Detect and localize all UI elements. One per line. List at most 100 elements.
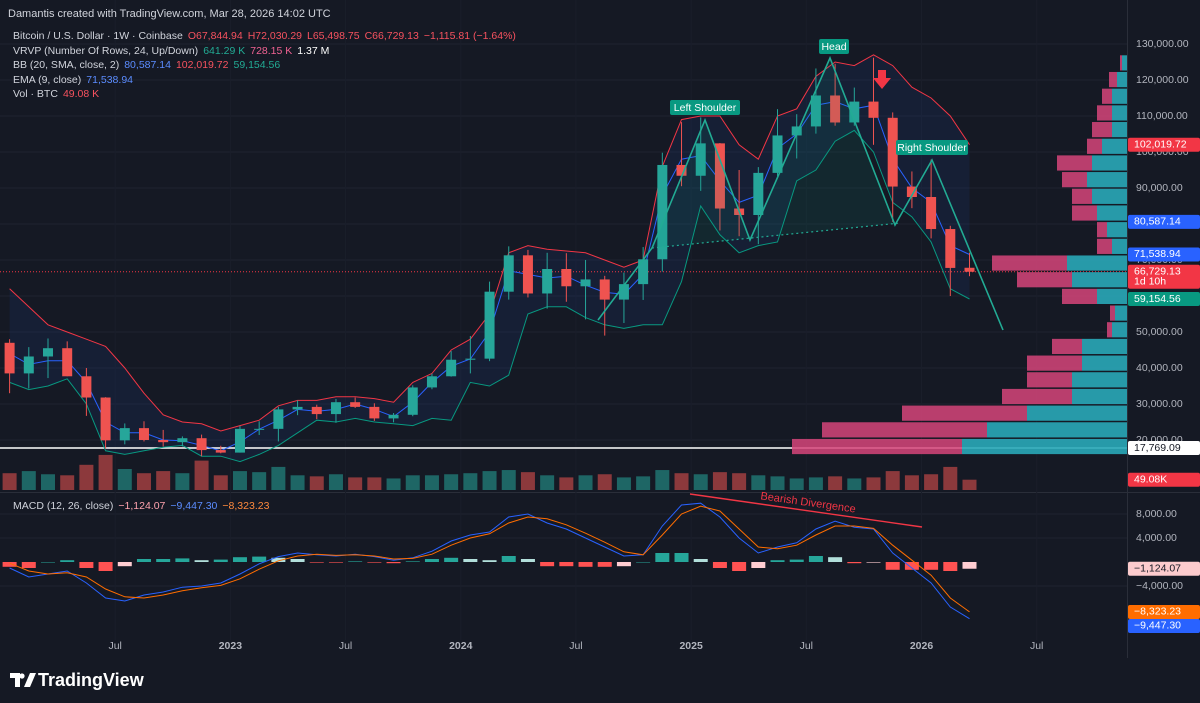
vrvp-up bbox=[1097, 205, 1127, 221]
candle-body bbox=[791, 126, 802, 136]
indicator: Vol · BTC bbox=[13, 88, 58, 101]
annotation: Right Shoulder bbox=[897, 142, 967, 154]
change: −1,115.81 (−1.64%) bbox=[423, 30, 516, 42]
candle-body bbox=[695, 143, 706, 176]
volume-bar bbox=[655, 470, 670, 490]
pattern-fill bbox=[652, 58, 900, 248]
candle-body bbox=[215, 450, 226, 453]
histogram-bar bbox=[444, 557, 459, 562]
logo bbox=[10, 673, 36, 687]
volume-bar bbox=[885, 471, 900, 490]
vrvp-up bbox=[1072, 372, 1127, 388]
volume-bar bbox=[616, 477, 631, 490]
candle-body bbox=[849, 101, 860, 123]
histogram-bar bbox=[232, 557, 247, 562]
label-box bbox=[670, 100, 740, 115]
vrvp-down bbox=[902, 405, 1027, 421]
x-tick-label: 2023 bbox=[219, 640, 243, 652]
volume-bar bbox=[597, 474, 612, 490]
histogram-bar bbox=[674, 552, 689, 562]
volume-bar bbox=[828, 476, 843, 490]
vrvp-down bbox=[1120, 55, 1122, 71]
candle-body bbox=[964, 267, 975, 272]
candle-body bbox=[254, 428, 265, 430]
candle-body bbox=[830, 95, 841, 123]
vrvp-up bbox=[1112, 238, 1127, 254]
volume-bar bbox=[501, 470, 516, 490]
x-tick-label: 2025 bbox=[679, 640, 703, 652]
indicator: BB (20, SMA, close, 2) bbox=[13, 59, 120, 72]
x-tick-label: Jul bbox=[569, 640, 582, 652]
histogram-bar bbox=[616, 561, 631, 567]
brand: TradingView bbox=[38, 670, 144, 690]
y-tick-label: 40,000.00 bbox=[1136, 362, 1183, 374]
histogram-bar bbox=[156, 558, 171, 562]
pattern-drawing: Left Shoulder Head Right Shoulder Bearis… bbox=[597, 39, 1004, 528]
pattern-line bbox=[597, 55, 1004, 331]
price-tag-label: 66,729.13 bbox=[1134, 266, 1181, 278]
y-tick-label: 110,000.00 bbox=[1136, 110, 1188, 122]
price-tag bbox=[1128, 472, 1200, 487]
histogram-bar bbox=[904, 561, 919, 570]
candle-body bbox=[561, 268, 572, 287]
volume-bar bbox=[751, 475, 766, 490]
volume-bar bbox=[424, 475, 439, 490]
volume-bar bbox=[559, 477, 574, 490]
vrvp-down bbox=[1107, 322, 1112, 338]
vrvp-up bbox=[1082, 355, 1127, 371]
price-tag bbox=[1128, 618, 1200, 633]
histogram-bar bbox=[21, 561, 36, 568]
volume-bar bbox=[213, 475, 228, 490]
volume-bar bbox=[348, 477, 363, 490]
candle-body bbox=[926, 197, 937, 230]
volume-bar bbox=[136, 473, 151, 490]
price-tag-label: 17,769.09 bbox=[1134, 442, 1181, 454]
volume-bar bbox=[789, 478, 804, 490]
histogram-bar bbox=[290, 558, 305, 562]
candle-body bbox=[177, 438, 188, 443]
value: 102,019.72 bbox=[175, 59, 229, 72]
y-tick-label: 8,000.00 bbox=[1136, 508, 1177, 520]
vrvp-down bbox=[1052, 338, 1082, 355]
histogram-bar bbox=[60, 560, 75, 562]
volume-bar bbox=[232, 471, 247, 490]
histogram-bar bbox=[770, 560, 785, 562]
vrvp-down bbox=[1109, 71, 1117, 88]
volume-bar bbox=[924, 474, 939, 490]
histogram-bar bbox=[789, 559, 804, 562]
candle-body bbox=[330, 402, 341, 415]
indicator: MACD (12, 26, close) bbox=[13, 500, 114, 512]
price-tag-label: 71,538.94 bbox=[1134, 248, 1181, 260]
histogram-bar bbox=[847, 561, 862, 564]
vrvp-up bbox=[1092, 155, 1127, 171]
histogram-bar bbox=[117, 561, 132, 567]
histogram-bar bbox=[655, 552, 670, 562]
volume-bar bbox=[405, 475, 420, 490]
histogram-bar bbox=[348, 561, 363, 562]
volume-bar bbox=[252, 472, 267, 490]
value: −1,124.07 bbox=[118, 500, 166, 512]
candle-body bbox=[158, 439, 169, 443]
candle-body bbox=[388, 414, 399, 419]
price-tag bbox=[1128, 137, 1200, 152]
histogram-bar bbox=[2, 561, 17, 567]
credit: Damantis created with TradingView.com, M… bbox=[8, 8, 331, 20]
volume-bar bbox=[290, 475, 305, 490]
volume-bar bbox=[962, 479, 977, 490]
volume-bar bbox=[367, 477, 382, 490]
x-tick-label: 2026 bbox=[910, 640, 934, 652]
vrvp-down bbox=[1062, 172, 1087, 188]
logo-dot bbox=[19, 673, 25, 679]
volume-bar bbox=[904, 475, 919, 490]
candle-body bbox=[638, 259, 649, 285]
histogram-bar bbox=[924, 561, 939, 570]
price-tag-label: −1,124.07 bbox=[1134, 563, 1181, 575]
y-tick-label: −4,000.00 bbox=[1136, 580, 1183, 592]
value: 71,538.94 bbox=[86, 73, 133, 86]
candle-body bbox=[810, 95, 821, 127]
candle-body bbox=[522, 255, 533, 294]
volume-bar bbox=[847, 478, 862, 490]
histogram-bar bbox=[712, 561, 727, 568]
price-tag bbox=[1128, 247, 1200, 262]
volume-bar bbox=[156, 471, 171, 490]
